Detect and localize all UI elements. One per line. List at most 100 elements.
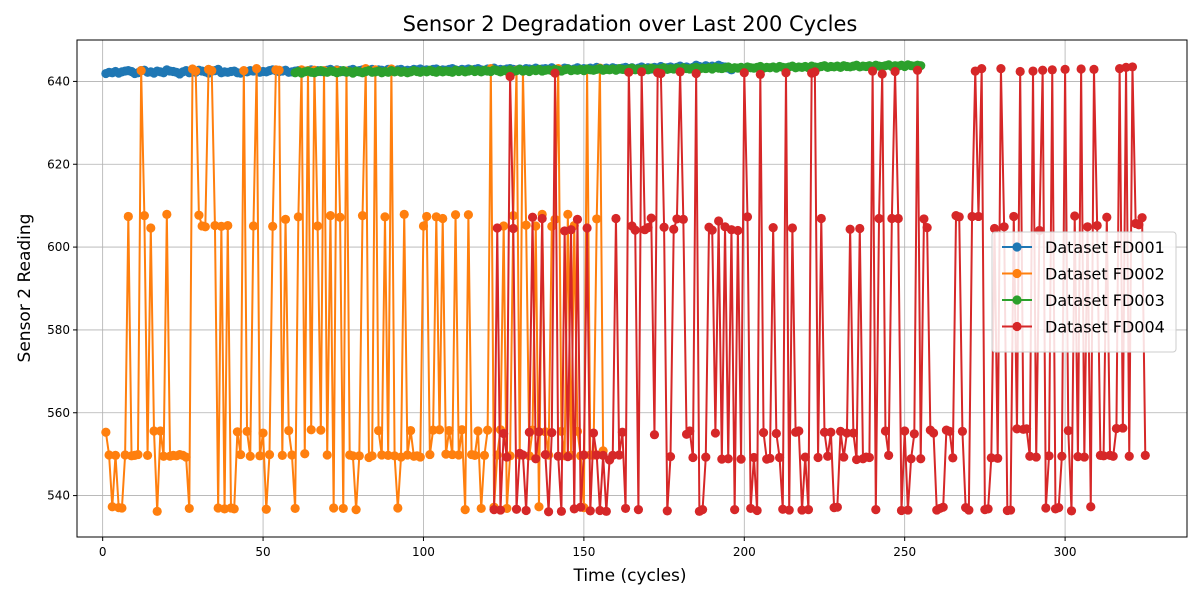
data-point (656, 68, 666, 79)
data-point (665, 452, 676, 462)
data-point (624, 67, 634, 77)
data-point (117, 503, 127, 513)
data-point (813, 452, 823, 463)
legend-box (991, 231, 1177, 353)
y-tick-label: 600 (47, 240, 70, 254)
data-point (239, 66, 249, 76)
data-point (819, 427, 830, 437)
data-point (707, 225, 717, 235)
data-point (518, 450, 528, 460)
data-point (945, 426, 955, 436)
data-point (316, 425, 326, 435)
data-point (967, 211, 977, 222)
data-point (649, 430, 660, 440)
data-point (999, 222, 1009, 232)
data-point (1082, 222, 1093, 232)
data-point (1047, 65, 1057, 75)
data-point (191, 66, 201, 76)
data-point (543, 507, 554, 517)
data-point (499, 428, 509, 439)
data-point (511, 504, 522, 514)
data-point (630, 225, 640, 235)
data-point (832, 502, 842, 512)
data-point (582, 223, 592, 233)
data-point (357, 211, 368, 221)
data-point (938, 502, 948, 512)
data-point (730, 505, 740, 515)
data-point (229, 504, 239, 514)
data-point (223, 220, 233, 231)
y-tick-label: 580 (47, 323, 70, 337)
data-point (906, 454, 916, 464)
data-point (245, 451, 255, 461)
data-point (280, 214, 291, 224)
data-point (313, 221, 323, 231)
data-point (774, 452, 785, 463)
data-point (152, 506, 162, 516)
data-point (415, 452, 425, 462)
data-point (592, 214, 602, 224)
data-point (633, 505, 644, 515)
data-point (101, 427, 111, 437)
data-point (495, 505, 506, 515)
data-point (483, 425, 493, 435)
data-point (903, 505, 913, 515)
data-point (733, 225, 743, 236)
data-point (268, 221, 278, 231)
data-point (454, 450, 464, 460)
data-point (691, 68, 701, 79)
data-point (236, 449, 246, 460)
data-point (617, 427, 627, 437)
data-point (287, 450, 297, 460)
x-tick-label: 150 (572, 545, 595, 559)
x-tick-label: 100 (412, 545, 435, 559)
data-point (110, 450, 121, 461)
data-point (457, 425, 467, 435)
data-point (207, 66, 217, 76)
data-point (159, 451, 169, 461)
data-point (142, 450, 153, 461)
data-point (550, 214, 560, 224)
data-point (736, 454, 746, 464)
data-point (1022, 424, 1032, 434)
data-point (884, 450, 894, 461)
data-point (1127, 62, 1138, 72)
data-point (749, 452, 759, 463)
data-point (367, 451, 377, 461)
data-point (919, 214, 929, 224)
data-point (678, 214, 688, 224)
data-point (954, 212, 964, 222)
data-point (887, 213, 897, 224)
data-point (1015, 66, 1025, 77)
data-point (787, 223, 798, 233)
data-point (524, 427, 534, 437)
data-point (399, 209, 409, 219)
data-point (393, 503, 403, 513)
data-point (784, 505, 794, 515)
data-point (794, 426, 804, 436)
data-point (989, 223, 1000, 234)
data-point (710, 428, 721, 438)
data-point (550, 68, 560, 78)
data-point (800, 452, 810, 462)
data-point (752, 505, 762, 516)
data-point (537, 213, 547, 224)
legend: Dataset FD001 Dataset FD002 Dataset FD003 D… (991, 231, 1177, 353)
data-point (492, 223, 502, 233)
legend-label: Dataset FD001 (1045, 238, 1165, 257)
data-point (450, 210, 461, 220)
data-point (611, 213, 621, 224)
data-point (1044, 451, 1054, 461)
data-point (460, 505, 470, 515)
data-point (1028, 66, 1038, 76)
data-point (576, 502, 586, 512)
data-point (479, 450, 490, 461)
data-point (659, 222, 669, 232)
data-point (1134, 220, 1144, 230)
data-point (444, 425, 454, 436)
x-tick-label: 300 (1054, 545, 1077, 559)
data-point (588, 428, 599, 438)
plot-frame (76, 39, 1188, 538)
data-point (900, 426, 910, 436)
